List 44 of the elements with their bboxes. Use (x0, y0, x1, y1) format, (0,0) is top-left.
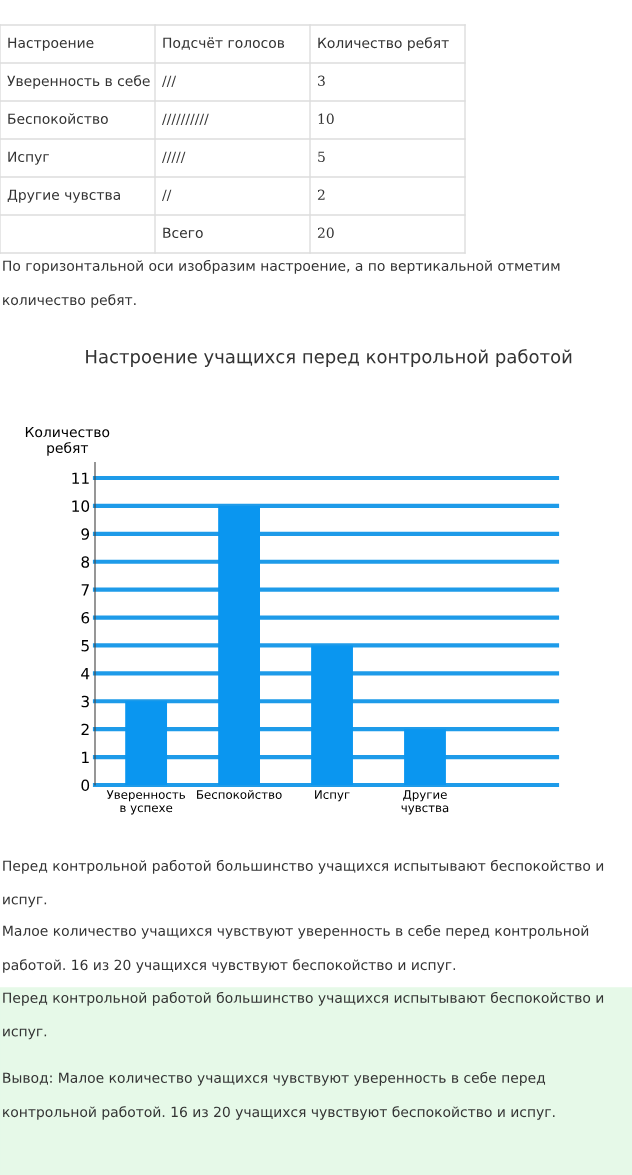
y-tick-label: 0 (81, 779, 90, 792)
text: Вывод: Малое количество учащихся чувствуют уверенность в себе перед контрольной работой. 16 из 20 учащихся чувствуют беспокойство и испуг. (3, 1072, 555, 1120)
chart-title: Настроение учащихся перед контрольной работой (86, 349, 572, 367)
text: Количество ребят (318, 37, 449, 51)
text: Другие чувства (7, 189, 120, 203)
bar (311, 645, 353, 785)
text: 2 (317, 189, 325, 200)
bar (218, 505, 260, 785)
y-tick-label: 5 (81, 640, 89, 652)
text: Перед контрольной работой большинство учащихся испытывают беспокойство и испуг. (3, 860, 604, 908)
text: Малое количество учащихся чувствуют уверенность в себе перед контрольной работой. 16 из 20 учащихся чувствуют беспокойство и испуг. (3, 925, 589, 973)
y-tick-label: 1 (82, 751, 89, 763)
text: Подсчёт голосов (163, 37, 285, 50)
y-tick-label: 3 (81, 695, 89, 708)
y-tick-label: 11 (72, 472, 89, 484)
text: Перед контрольной работой большинство учащихся испытывают беспокойство и испуг. (3, 992, 604, 1040)
bar (125, 701, 168, 785)
text: По горизонтальной оси изобразим настроение, а по вертикальной отметим количество ребят. (3, 260, 560, 308)
x-tick-label: Испуг (315, 790, 350, 802)
text: Всего (163, 227, 203, 239)
y-tick-label: 9 (81, 528, 90, 540)
text: ///// (162, 151, 186, 164)
x-tick-label: Уверенность в успехе (106, 790, 186, 815)
y-tick-label: 8 (81, 556, 90, 568)
text: /// (162, 75, 177, 88)
y-tick-label: 10 (72, 500, 90, 512)
text: // (162, 189, 172, 202)
bar (404, 729, 446, 785)
x-tick-label: Беспокойство (197, 789, 282, 799)
y-tick-label: 7 (81, 584, 89, 596)
text: Уверенность в себе (7, 75, 150, 89)
text: Настроение (8, 37, 94, 51)
text: 5 (318, 151, 325, 163)
text: Испуг (8, 151, 49, 165)
text: 3 (318, 75, 325, 87)
y-axis-title: Количество ребят (25, 426, 110, 456)
x-tick-label: Другие чувства (401, 790, 449, 815)
y-tick-label: 6 (81, 612, 90, 624)
text: 20 (317, 227, 334, 239)
text: ////////// (162, 113, 209, 126)
text: Беспокойство (8, 113, 108, 125)
y-tick-label: 4 (81, 668, 90, 680)
text: 10 (318, 113, 334, 125)
y-tick-label: 2 (81, 723, 89, 735)
